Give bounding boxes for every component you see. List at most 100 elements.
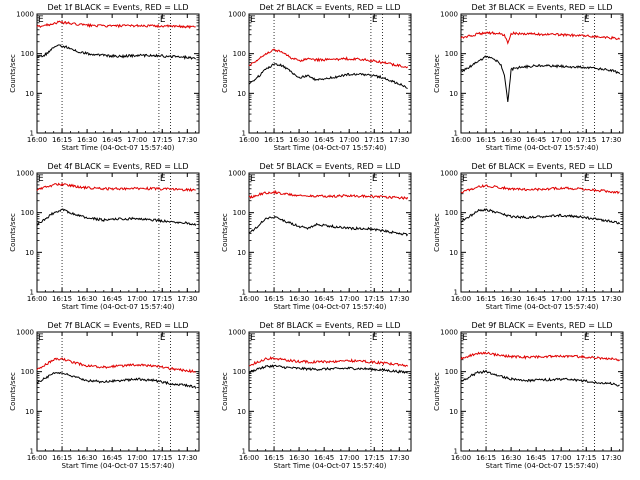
x-tick-label: 16:00 (239, 136, 259, 144)
x-tick-label: 17:30 (177, 295, 197, 303)
marker-label: E (462, 174, 468, 184)
events-series-line (248, 215, 409, 237)
x-tick-label: 16:45 (102, 136, 122, 144)
chart-panel: Det 6f BLACK = Events, RED = LLD 16:00 16:… (433, 162, 624, 311)
chart-title: Det 5f BLACK = Events, RED = LLD (259, 162, 400, 171)
y-tick-label: 1 (30, 289, 34, 297)
y-tick-label: 100 (233, 368, 246, 376)
marker-label: E (584, 15, 590, 25)
chart-title: Det 2f BLACK = Events, RED = LLD (259, 3, 400, 12)
x-tick-label: 16:00 (451, 136, 471, 144)
x-tick-label: 17:00 (127, 136, 147, 144)
y-tick-label: 100 (21, 209, 34, 217)
x-tick-label: 16:15 (476, 295, 496, 303)
x-tick-label: 16:45 (526, 454, 546, 462)
chart-panel: Det 8f BLACK = Events, RED = LLD 16:00 16:… (221, 321, 412, 470)
x-tick-label: 16:30 (77, 295, 97, 303)
plot-frame (36, 13, 200, 134)
x-axis-label: Start Time (04-Oct-07 15:57:40) (62, 303, 175, 311)
marker-label: E (160, 174, 166, 184)
y-tick-label: 1000 (440, 170, 458, 178)
x-tick-label: 16:15 (264, 136, 284, 144)
plot-frame (460, 331, 624, 452)
events-series-line (460, 208, 621, 225)
events-series-line (36, 371, 197, 389)
x-tick-label: 16:00 (27, 136, 47, 144)
chart-title: Det 3f BLACK = Events, RED = LLD (471, 3, 612, 12)
y-tick-label: 1 (454, 448, 458, 456)
x-tick-label: 16:00 (239, 295, 259, 303)
x-tick-label: 17:00 (339, 454, 359, 462)
chart-panel: Det 1f BLACK = Events, RED = LLD 16:00 16:… (9, 3, 200, 152)
x-tick-label: 16:45 (314, 295, 334, 303)
x-tick-label: 16:00 (27, 295, 47, 303)
x-tick-label: 17:00 (339, 295, 359, 303)
y-axis-label: Counts/sec (221, 54, 229, 93)
marker-label: E (584, 333, 590, 343)
x-tick-label: 17:30 (389, 454, 409, 462)
x-tick-label: 16:45 (102, 295, 122, 303)
y-axis-label: Counts/sec (221, 372, 229, 411)
x-tick-label: 16:45 (102, 454, 122, 462)
y-tick-label: 100 (445, 209, 458, 217)
x-tick-label: 17:15 (364, 295, 384, 303)
y-tick-label: 1 (242, 130, 246, 138)
y-axis-label: Counts/sec (9, 54, 17, 93)
y-tick-label: 1000 (440, 329, 458, 337)
x-tick-label: 17:30 (389, 136, 409, 144)
y-tick-label: 100 (21, 368, 34, 376)
x-tick-label: 17:15 (152, 136, 172, 144)
y-tick-label: 100 (233, 50, 246, 58)
chart-panel: Det 3f BLACK = Events, RED = LLD 16:00 16:… (433, 3, 624, 152)
plot-frame (460, 13, 624, 134)
x-tick-label: 16:45 (526, 295, 546, 303)
x-tick-label: 17:00 (127, 454, 147, 462)
x-axis-label: Start Time (04-Oct-07 15:57:40) (486, 144, 599, 152)
lld-series-line (460, 351, 621, 362)
y-axis-label: Counts/sec (433, 54, 441, 93)
marker-label: E (462, 333, 468, 343)
marker-label: E (462, 15, 468, 25)
x-axis-label: Start Time (04-Oct-07 15:57:40) (274, 303, 387, 311)
x-tick-label: 17:30 (601, 454, 621, 462)
x-tick-label: 17:30 (177, 136, 197, 144)
lld-series-line (248, 189, 409, 200)
x-tick-label: 16:30 (501, 454, 521, 462)
y-tick-label: 10 (25, 90, 34, 98)
y-tick-label: 10 (237, 249, 246, 257)
y-tick-label: 10 (449, 408, 458, 416)
lld-series-line (248, 355, 409, 368)
x-tick-label: 16:00 (239, 454, 259, 462)
y-tick-label: 1000 (228, 11, 246, 19)
chart-panel: Det 7f BLACK = Events, RED = LLD 16:00 16:… (9, 321, 200, 470)
y-tick-label: 100 (21, 50, 34, 58)
chart-title: Det 8f BLACK = Events, RED = LLD (259, 321, 400, 330)
x-tick-label: 16:45 (314, 136, 334, 144)
x-axis-label: Start Time (04-Oct-07 15:57:40) (274, 144, 387, 152)
y-tick-label: 1000 (440, 11, 458, 19)
plot-frame (248, 331, 412, 452)
x-tick-label: 17:15 (364, 454, 384, 462)
x-tick-label: 16:30 (289, 136, 309, 144)
y-axis-label: Counts/sec (9, 213, 17, 252)
chart-title: Det 9f BLACK = Events, RED = LLD (471, 321, 612, 330)
y-tick-label: 10 (237, 90, 246, 98)
x-tick-label: 16:30 (77, 454, 97, 462)
x-tick-label: 16:15 (52, 454, 72, 462)
plot-frame (36, 331, 200, 452)
y-axis-label: Counts/sec (433, 372, 441, 411)
marker-label: E (250, 174, 256, 184)
x-tick-label: 17:30 (601, 295, 621, 303)
events-series-line (248, 364, 408, 374)
y-tick-label: 10 (449, 249, 458, 257)
marker-label: E (38, 174, 44, 184)
marker-label: E (38, 333, 44, 343)
x-tick-label: 16:15 (476, 454, 496, 462)
plot-frame (460, 172, 624, 293)
x-tick-label: 16:15 (476, 136, 496, 144)
lld-series-line (36, 357, 196, 374)
chart-panel: Det 5f BLACK = Events, RED = LLD 16:00 16:… (221, 162, 412, 311)
plot-frame (36, 172, 200, 293)
x-tick-label: 17:15 (576, 136, 596, 144)
